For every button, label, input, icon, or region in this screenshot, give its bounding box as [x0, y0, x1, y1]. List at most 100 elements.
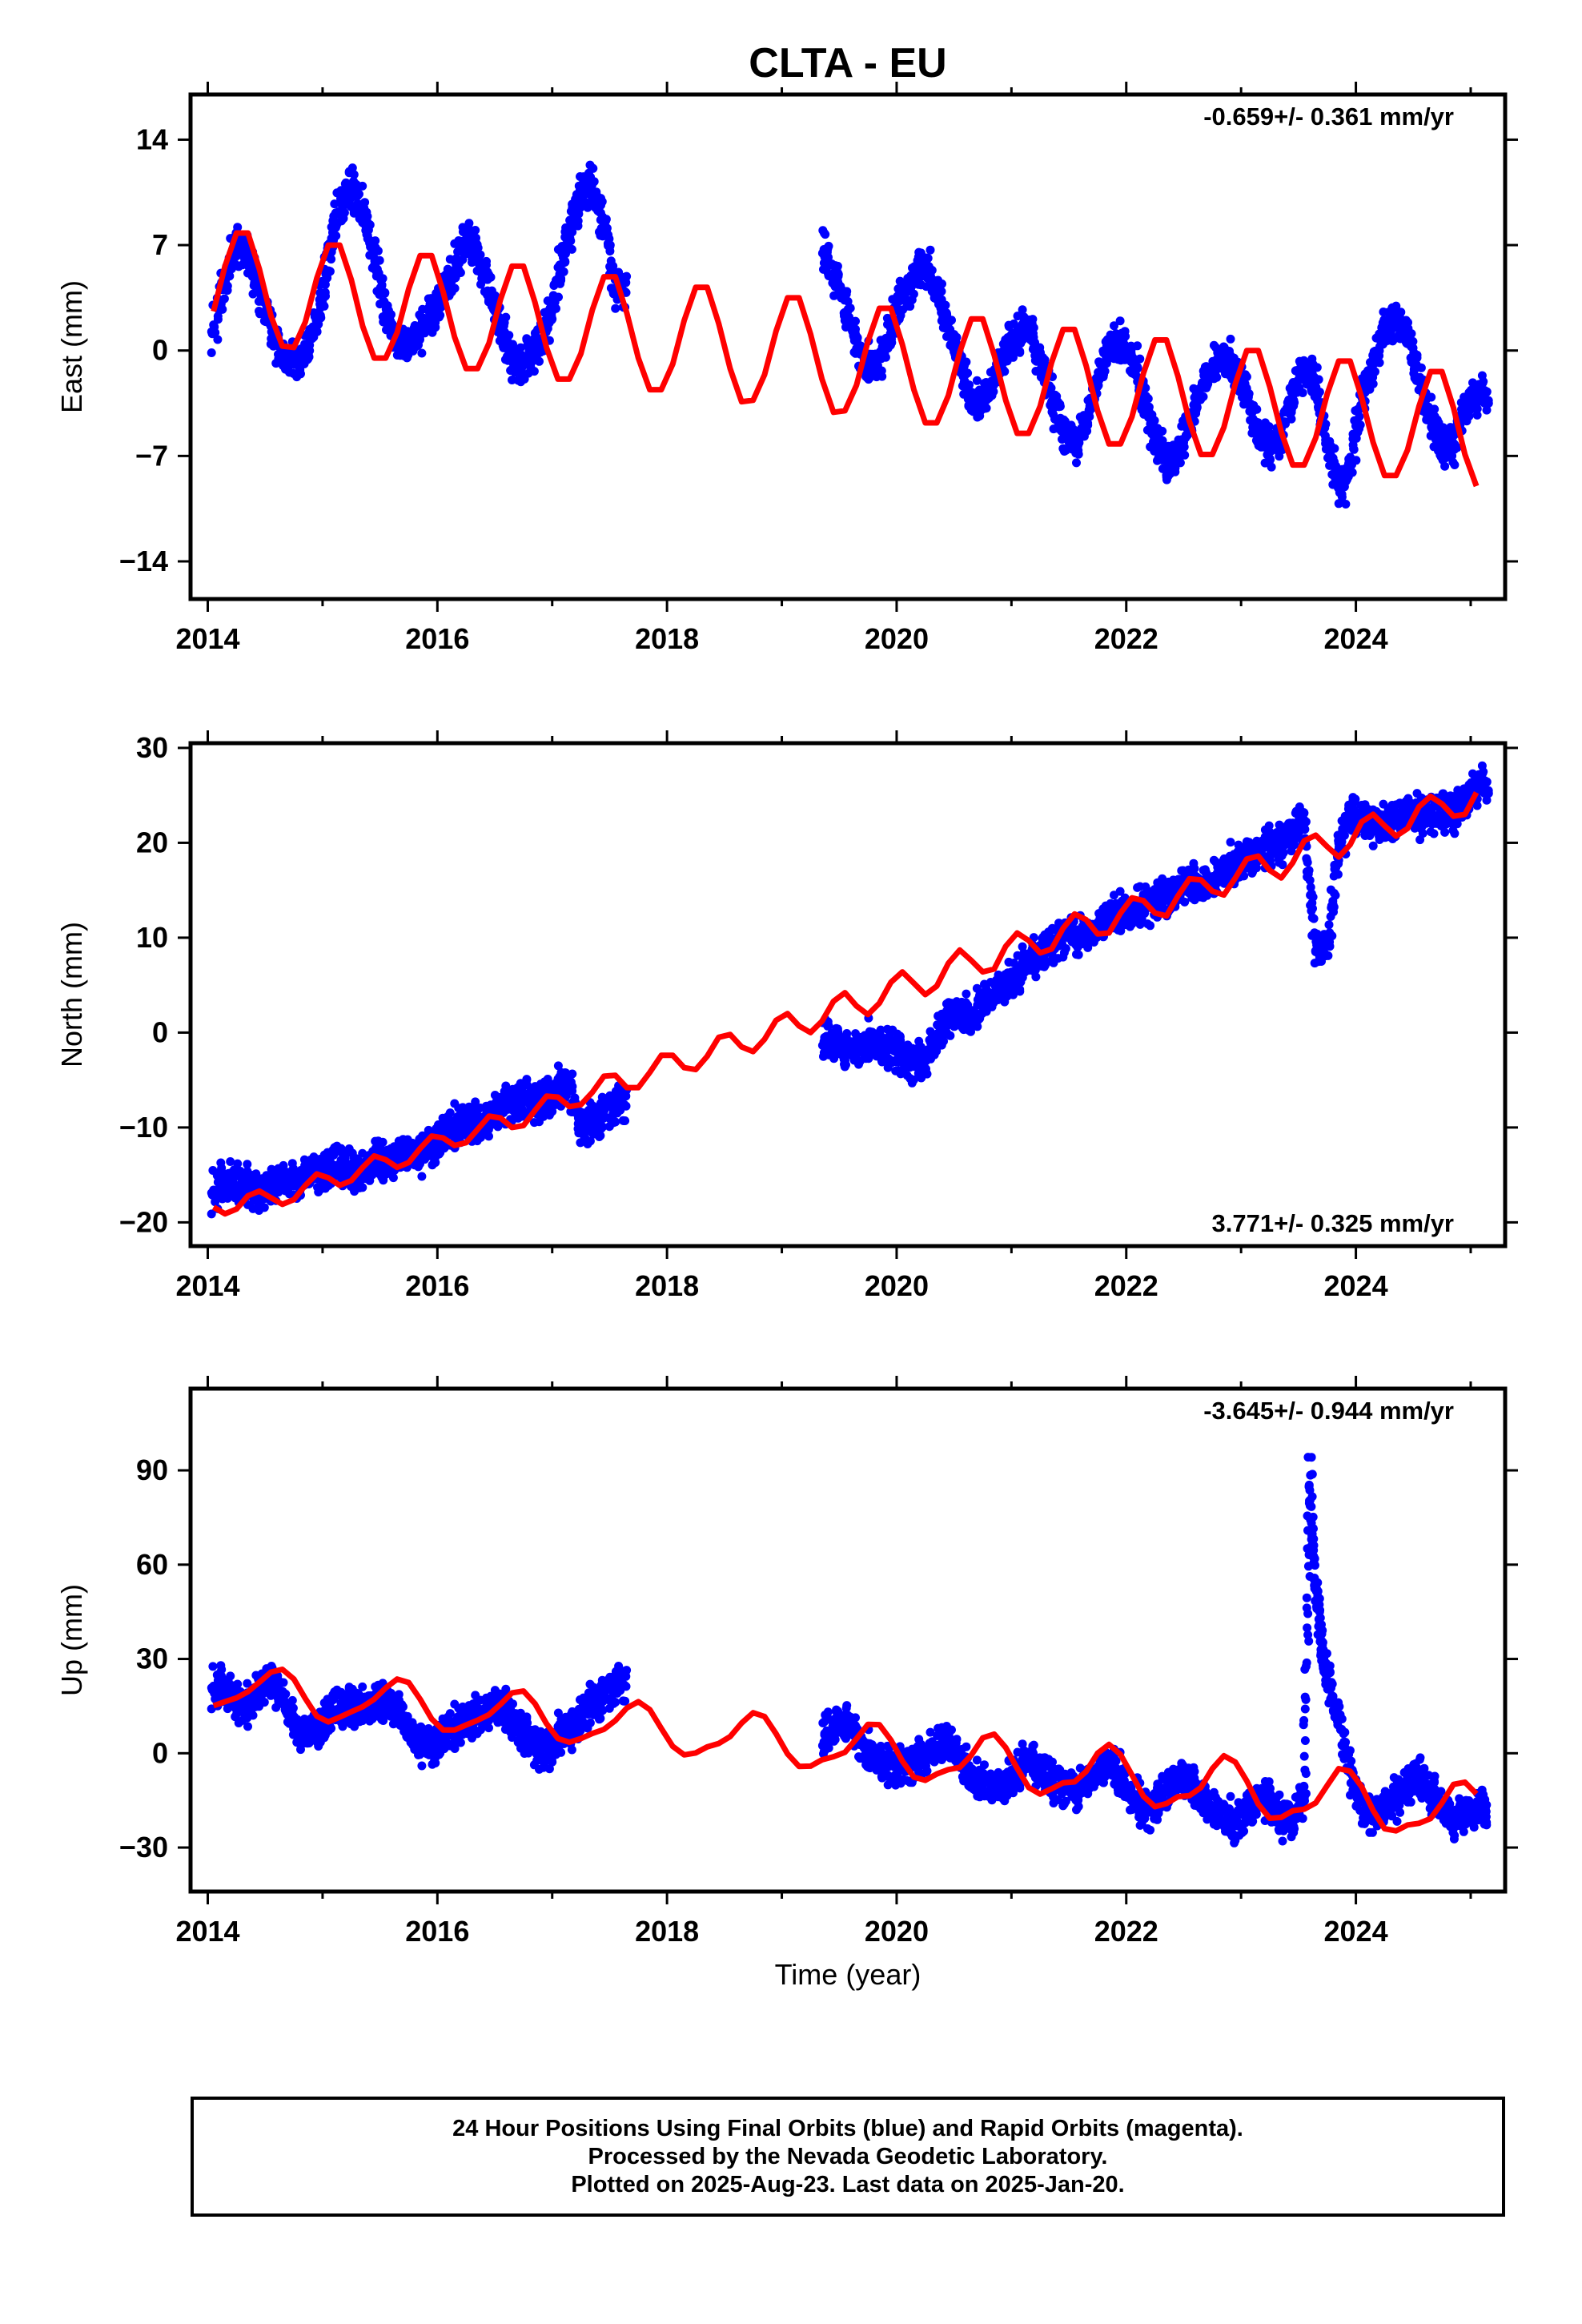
data-point	[501, 312, 511, 322]
data-point	[233, 223, 243, 232]
data-point	[458, 255, 468, 264]
data-point	[589, 177, 599, 187]
data-point	[218, 304, 227, 314]
data-point	[207, 1209, 216, 1219]
data-point	[314, 320, 323, 329]
data-point	[568, 1086, 577, 1096]
data-point	[1242, 372, 1251, 381]
data-point	[965, 380, 974, 390]
data-point	[388, 1173, 398, 1183]
data-point	[484, 1132, 493, 1141]
data-point	[486, 272, 496, 282]
data-point	[1482, 388, 1492, 397]
data-point	[592, 187, 601, 197]
data-point	[1189, 858, 1199, 868]
data-point	[1054, 401, 1063, 411]
data-point	[1158, 436, 1167, 445]
data-point	[1141, 384, 1150, 392]
data-point	[975, 1014, 985, 1023]
data-point	[1478, 378, 1488, 388]
data-point	[973, 1022, 982, 1031]
data-point	[347, 163, 357, 173]
data-point	[845, 304, 855, 313]
data-point	[1371, 367, 1379, 376]
data-point	[605, 247, 615, 256]
data-point	[233, 1159, 243, 1168]
data-point	[1391, 301, 1401, 311]
data-point	[1326, 453, 1335, 463]
data-point	[456, 268, 465, 277]
data-point	[1074, 950, 1083, 959]
data-point	[516, 343, 525, 352]
data-point	[417, 348, 427, 358]
data-point	[1031, 972, 1041, 982]
y-tick-label: −7	[135, 439, 168, 472]
data-point	[1009, 352, 1018, 362]
data-point	[1061, 944, 1070, 953]
data-point	[1115, 316, 1125, 326]
data-point	[568, 1069, 577, 1079]
data-point	[989, 387, 998, 396]
data-point	[841, 1060, 850, 1070]
data-point	[1427, 392, 1436, 402]
data-point	[1083, 420, 1093, 430]
data-point	[1430, 404, 1439, 414]
data-point	[909, 289, 918, 299]
y-tick-label: 14	[136, 123, 168, 155]
data-point	[529, 367, 539, 376]
data-point	[226, 1157, 235, 1166]
data-point	[375, 255, 384, 265]
data-point	[243, 1160, 252, 1169]
data-point	[1072, 458, 1081, 468]
data-point	[598, 1122, 608, 1132]
data-point	[1482, 405, 1492, 415]
data-point	[823, 243, 833, 252]
data-point	[211, 328, 220, 337]
data-point	[962, 357, 971, 367]
data-point	[881, 352, 890, 362]
data-point	[363, 225, 373, 235]
data-point	[1035, 343, 1045, 352]
data-point	[829, 1054, 839, 1063]
data-point	[213, 315, 223, 324]
data-point	[620, 1100, 629, 1109]
data-point	[372, 264, 382, 274]
data-point	[1015, 347, 1025, 356]
data-point	[476, 250, 485, 259]
data-point	[320, 279, 330, 289]
data-point	[1133, 364, 1142, 373]
data-point	[548, 1107, 557, 1116]
data-point	[1314, 375, 1323, 384]
data-point	[1018, 305, 1027, 315]
data-point	[378, 1137, 387, 1147]
data-point	[883, 344, 893, 353]
data-point	[1320, 423, 1330, 432]
data-point	[305, 346, 315, 356]
data-point	[841, 289, 851, 299]
data-point	[552, 304, 560, 313]
data-point	[225, 271, 235, 281]
data-point	[320, 287, 330, 297]
data-point	[588, 163, 598, 173]
data-point	[327, 255, 336, 264]
data-point	[330, 199, 339, 209]
data-point	[1203, 379, 1213, 388]
data-point	[554, 292, 563, 302]
data-point	[1334, 499, 1343, 509]
plot-frame-east	[188, 92, 1508, 601]
data-point	[568, 227, 577, 237]
data-point	[604, 230, 613, 239]
data-point	[431, 323, 440, 332]
data-point	[553, 1061, 563, 1071]
data-point	[1290, 398, 1299, 408]
data-point	[611, 304, 620, 313]
y-tick-label: 0	[152, 334, 168, 367]
data-point	[1093, 382, 1102, 392]
data-point	[1046, 384, 1056, 392]
data-point	[1307, 354, 1317, 364]
data-point	[560, 257, 570, 267]
data-point	[1472, 410, 1482, 420]
data-point	[1142, 402, 1152, 412]
data-point	[1408, 344, 1418, 352]
